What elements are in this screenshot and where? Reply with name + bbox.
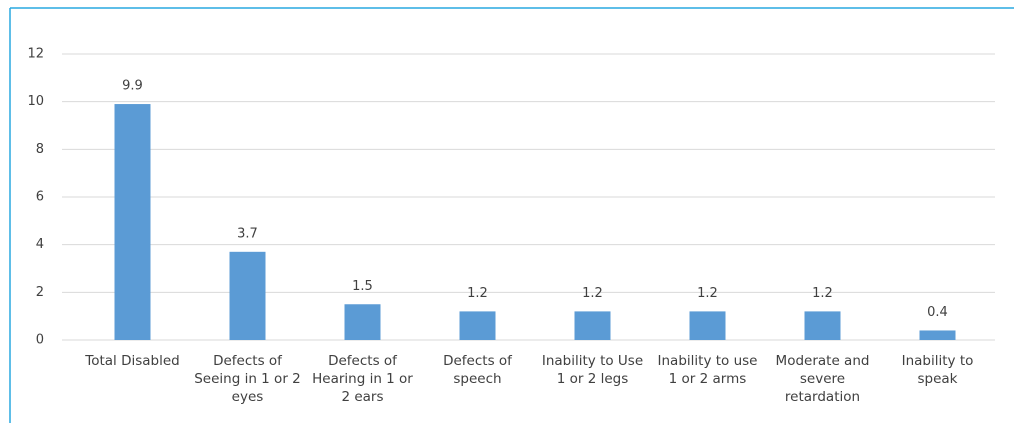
bar bbox=[804, 311, 841, 340]
x-tick-label: Moderate and severe retardation bbox=[775, 353, 870, 405]
data-label: 1.5 bbox=[352, 279, 373, 294]
data-label: 1.2 bbox=[812, 286, 833, 301]
y-tick-label: 4 bbox=[36, 237, 44, 252]
y-tick-label: 0 bbox=[36, 333, 44, 348]
y-tick-label: 12 bbox=[27, 47, 44, 62]
bar bbox=[344, 304, 381, 340]
bar bbox=[229, 251, 266, 340]
data-label: 1.2 bbox=[582, 286, 603, 301]
y-tick-label: 10 bbox=[27, 94, 44, 109]
bar bbox=[459, 311, 496, 340]
data-label: 3.7 bbox=[237, 226, 258, 241]
x-tick-label: Defects of Hearing in 1 or 2 ears bbox=[312, 353, 413, 405]
data-label: 1.2 bbox=[467, 286, 488, 301]
y-tick-label: 8 bbox=[36, 142, 44, 157]
bar bbox=[114, 104, 151, 340]
x-tick-label: Inability to Use 1 or 2 legs bbox=[541, 353, 644, 387]
bar bbox=[919, 330, 956, 340]
y-tick-label: 6 bbox=[36, 190, 44, 205]
bar bbox=[689, 311, 726, 340]
data-label: 9.9 bbox=[122, 79, 143, 94]
x-tick-label: Inability to use 1 or 2 arms bbox=[657, 353, 758, 387]
y-tick-label: 2 bbox=[36, 285, 44, 300]
data-label: 1.2 bbox=[697, 286, 718, 301]
data-label: 0.4 bbox=[927, 305, 948, 320]
x-tick-label: Defects of Seeing in 1 or 2 eyes bbox=[194, 353, 301, 405]
x-tick-label: Total Disabled bbox=[85, 353, 180, 369]
bar bbox=[574, 311, 611, 340]
x-tick-label: Defects of speech bbox=[443, 353, 512, 387]
x-tick-label: Inability to speak bbox=[901, 353, 974, 387]
